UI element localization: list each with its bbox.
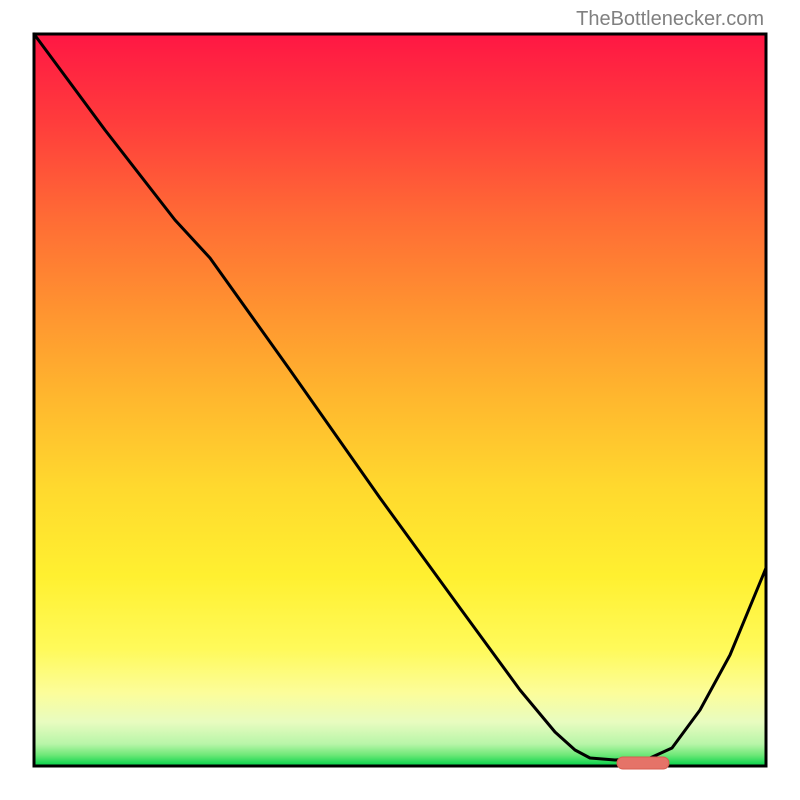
gradient-background [34,34,766,766]
watermark-text: TheBottlenecker.com [576,8,764,31]
optimal-marker [617,757,669,769]
chart-svg [0,0,800,800]
bottleneck-chart: TheBottlenecker.com [0,0,800,800]
